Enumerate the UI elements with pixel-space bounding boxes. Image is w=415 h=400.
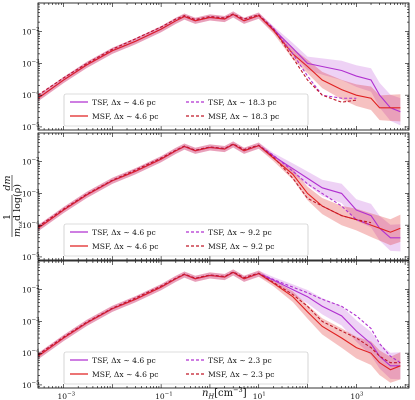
y-label-num-d: d bbox=[2, 184, 13, 190]
y-tick-label-exponent: −4 bbox=[32, 221, 41, 227]
y-tick-label-base: 10 bbox=[22, 189, 32, 198]
plot-area bbox=[38, 11, 401, 126]
y-tick-label-exponent: −3 bbox=[32, 317, 41, 323]
x-tick-label-base: 10 bbox=[155, 392, 165, 400]
x-tick-label-exponent: 3 bbox=[360, 392, 364, 398]
y-tick-label-base: 10 bbox=[22, 381, 32, 390]
y-tick-label-exponent: −2 bbox=[32, 27, 40, 33]
legend-label: TSF, Δx ∼ 4.6 pc bbox=[92, 98, 156, 107]
x-axis-label-unit: [cm bbox=[214, 388, 234, 399]
y-tick-label-base: 10 bbox=[22, 123, 32, 132]
y-tick-label: 10−4 bbox=[22, 349, 40, 359]
y-label-den-rest: d log(ρ) bbox=[12, 184, 23, 221]
y-tick-label-base: 10 bbox=[22, 91, 32, 100]
x-axis-label-exponent: −3 bbox=[233, 386, 243, 394]
band-1 bbox=[38, 269, 401, 380]
x-tick-label: 10−1 bbox=[155, 392, 173, 400]
y-tick-label-base: 10 bbox=[22, 253, 32, 262]
y-tick-label: 10−3 bbox=[22, 317, 40, 327]
y-tick-label: 10−5 bbox=[22, 380, 40, 390]
legend-box bbox=[63, 93, 309, 127]
legend: TSF, Δx ∼ 4.6 pc MSF, Δx ∼ 4.6 pc TSF, Δx … bbox=[63, 351, 309, 385]
legend-label: MSF, Δx ∼ 4.6 pc bbox=[92, 242, 158, 251]
y-label-num-m: m bbox=[2, 175, 13, 184]
x-axis-label-base: n bbox=[202, 388, 208, 399]
legend-label: TSF, Δx ∼ 18.3 pc bbox=[208, 98, 277, 107]
legend-box bbox=[63, 223, 309, 257]
series-line-4 bbox=[38, 13, 357, 103]
legend-label: TSF, Δx ∼ 2.3 pc bbox=[208, 356, 272, 365]
y-tick-label-exponent: −5 bbox=[32, 122, 41, 128]
y-tick-label-exponent: −3 bbox=[32, 59, 41, 65]
x-tick-label-exponent: −3 bbox=[67, 392, 76, 398]
legend: TSF, Δx ∼ 4.6 pc MSF, Δx ∼ 4.6 pc TSF, Δx … bbox=[63, 93, 309, 127]
x-tick-label: 101 bbox=[253, 392, 266, 400]
legend-label: MSF, Δx ∼ 4.6 pc bbox=[92, 370, 158, 379]
y-tick-label: 10−5 bbox=[22, 122, 40, 132]
band-1 bbox=[38, 141, 401, 252]
y-label-num: dm bbox=[2, 175, 13, 190]
legend-label: MSF, Δx ∼ 9.2 pc bbox=[208, 242, 274, 251]
y-tick-label: 10−2 bbox=[22, 157, 40, 167]
x-axis-label: nH[cm−3] bbox=[202, 386, 247, 400]
legend-label: MSF, Δx ∼ 2.3 pc bbox=[208, 370, 274, 379]
y-tick-label-base: 10 bbox=[22, 158, 32, 167]
band-2 bbox=[38, 269, 401, 383]
y-tick-label: 10−3 bbox=[22, 189, 40, 199]
y-tick-label-exponent: −5 bbox=[32, 380, 41, 386]
series-line-2 bbox=[38, 271, 401, 371]
x-tick-label-exponent: 1 bbox=[262, 392, 266, 398]
y-label-den-m: m bbox=[12, 228, 23, 237]
series-line-4 bbox=[38, 271, 401, 364]
y-tick-label-exponent: −4 bbox=[32, 349, 41, 355]
legend-label: TSF, Δx ∼ 4.6 pc bbox=[92, 228, 156, 237]
band-1 bbox=[38, 11, 401, 126]
y-tick-label: 10−4 bbox=[22, 91, 40, 101]
x-tick-label-base: 10 bbox=[253, 392, 263, 400]
x-axis-label-close: ] bbox=[243, 388, 247, 399]
x-tick-label: 10−3 bbox=[58, 392, 76, 400]
series-line-4 bbox=[38, 143, 372, 228]
legend-box bbox=[63, 351, 309, 385]
y-tick-label-exponent: −2 bbox=[32, 285, 40, 291]
y-label-den-sub: tot bbox=[18, 221, 24, 228]
y-tick-label-exponent: −5 bbox=[32, 252, 41, 258]
x-axis-label-sub: H bbox=[207, 393, 214, 400]
series-line-2 bbox=[38, 13, 401, 109]
y-tick-label: 10−3 bbox=[22, 59, 40, 69]
y-tick-label-base: 10 bbox=[22, 59, 32, 68]
y-tick-label: 10−4 bbox=[22, 221, 40, 231]
y-tick-label-exponent: −2 bbox=[32, 157, 40, 163]
series-line-3 bbox=[38, 13, 357, 99]
series-line-3 bbox=[38, 271, 401, 364]
x-tick-label: 103 bbox=[350, 392, 364, 400]
y-tick-label-base: 10 bbox=[22, 286, 32, 295]
y-label-one: 1 bbox=[2, 214, 13, 220]
x-tick-label-base: 10 bbox=[350, 392, 360, 400]
x-tick-label-base: 10 bbox=[58, 392, 68, 400]
y-tick-label-exponent: −3 bbox=[32, 189, 41, 195]
y-tick-label-base: 10 bbox=[22, 349, 32, 358]
legend-label: MSF, Δx ∼ 4.6 pc bbox=[92, 112, 158, 121]
y-tick-label-base: 10 bbox=[22, 317, 32, 326]
legend-label: TSF, Δx ∼ 4.6 pc bbox=[92, 356, 156, 365]
legend-label: MSF, Δx ∼ 18.3 pc bbox=[208, 112, 279, 121]
legend-label: TSF, Δx ∼ 9.2 pc bbox=[208, 228, 272, 237]
y-tick-label-exponent: −4 bbox=[32, 91, 41, 97]
x-tick-label-exponent: −1 bbox=[165, 392, 173, 398]
y-tick-label: 10−2 bbox=[22, 27, 40, 37]
legend: TSF, Δx ∼ 4.6 pc MSF, Δx ∼ 4.6 pc TSF, Δx … bbox=[63, 223, 309, 257]
plot-area bbox=[38, 141, 401, 252]
y-label-denominator: mtotd log(ρ) bbox=[12, 184, 24, 237]
y-tick-label: 10−2 bbox=[22, 285, 40, 295]
y-tick-label-base: 10 bbox=[22, 28, 32, 37]
y-tick-label-base: 10 bbox=[22, 221, 32, 230]
plot-area bbox=[38, 269, 401, 383]
y-tick-label: 10−5 bbox=[22, 252, 40, 262]
